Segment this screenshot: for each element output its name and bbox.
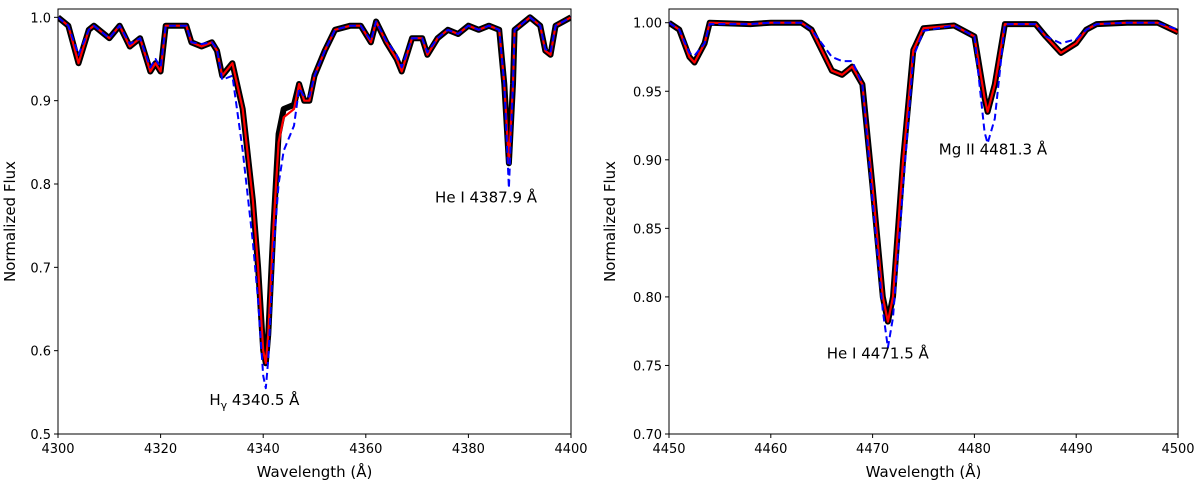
model-blue-dashed-line xyxy=(669,21,1178,349)
x-tick-label: 4300 xyxy=(41,442,74,457)
model-blue-dashed-line xyxy=(58,16,571,390)
y-tick-label: 0.70 xyxy=(633,428,662,443)
y-tick-label: 0.80 xyxy=(633,291,662,306)
x-tick-label: 4360 xyxy=(349,442,382,457)
y-tick-label: 0.8 xyxy=(30,178,51,193)
y-tick-label: 0.75 xyxy=(633,359,662,374)
x-tick-label: 4340 xyxy=(247,442,280,457)
plot-frame xyxy=(668,8,1179,435)
line-annotation: He I 4471.5 Å xyxy=(827,344,930,363)
y-tick-label: 1.00 xyxy=(633,17,662,32)
x-tick-label: 4450 xyxy=(652,442,685,457)
panel-left: 4300 4320 4340 4360 4380 4400 0.5 0.6 0.7 0.8 0.9 1… xyxy=(1,8,588,481)
plot-frame xyxy=(57,8,572,435)
annotation-suffix: 4340.5 Å xyxy=(227,390,300,409)
y-axis-label: Normalized Flux xyxy=(1,161,19,282)
annotation-subscript: γ xyxy=(221,399,228,412)
annotation-text: H xyxy=(209,391,220,409)
x-axis-label: Wavelength (Å) xyxy=(257,462,373,481)
x-tick-label: 4470 xyxy=(856,442,889,457)
y-tick-label: 0.90 xyxy=(633,154,662,169)
x-tick-label: 4480 xyxy=(958,442,991,457)
x-axis-label: Wavelength (Å) xyxy=(866,462,982,481)
y-tick-label: 0.6 xyxy=(30,345,51,360)
line-annotation: He I 4387.9 Å xyxy=(435,187,538,206)
x-tick-label: 4460 xyxy=(754,442,787,457)
y-tick-label: 0.9 xyxy=(30,95,51,110)
x-tick-label: 4320 xyxy=(144,442,177,457)
y-tick-label: 0.7 xyxy=(30,261,51,276)
y-tick-label: 0.95 xyxy=(633,85,662,100)
line-annotation: Hγ 4340.5 Å xyxy=(209,390,300,412)
x-tick-label: 4400 xyxy=(554,442,587,457)
y-tick-label: 0.85 xyxy=(633,222,662,237)
y-tick-label: 1.0 xyxy=(30,11,51,26)
y-tick-label: 0.5 xyxy=(30,428,51,443)
line-annotation: Mg II 4481.3 Å xyxy=(939,139,1048,158)
y-axis-label: Normalized Flux xyxy=(601,161,619,282)
x-tick-label: 4380 xyxy=(452,442,485,457)
observed-spectrum-line xyxy=(669,19,1178,325)
panel-right: 4450 4460 4470 4480 4490 4500 0.70 0.75 0.80 0.85… xyxy=(601,8,1195,481)
x-tick-label: 4490 xyxy=(1060,442,1093,457)
x-tick-label: 4500 xyxy=(1161,442,1194,457)
model-red-line xyxy=(669,21,1178,323)
